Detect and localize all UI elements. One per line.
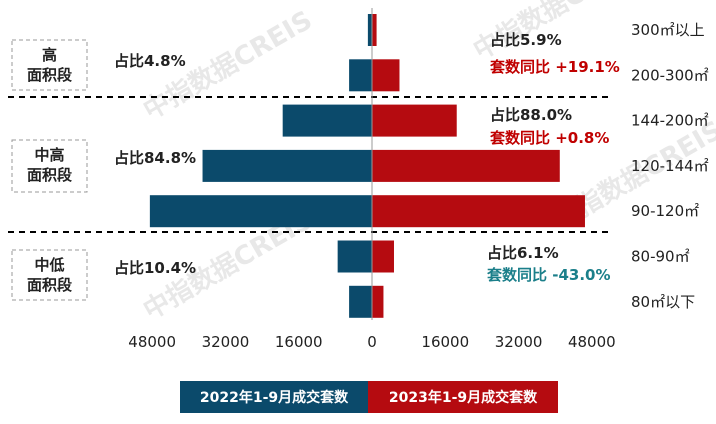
bar-2023: [372, 59, 400, 92]
legend-label-2023: 2023年1-9月成交套数: [389, 389, 538, 406]
x-tick-label: 48000: [128, 333, 176, 351]
bar-2023: [372, 285, 384, 318]
bar-2023: [372, 104, 457, 137]
bar-2022: [282, 104, 372, 137]
category-label: 90-120㎡: [631, 202, 699, 220]
legend-swatch-2023: [368, 381, 558, 413]
bar-2023: [372, 240, 394, 273]
bar-2022: [202, 149, 372, 182]
legend-label-2022: 2022年1-9月成交套数: [200, 389, 349, 406]
bar-2023: [372, 14, 377, 46]
segment-label: 面积段: [27, 276, 72, 294]
category-labels: 300㎡以上 200-300㎡ 144-200㎡ 120-144㎡ 90-120㎡ 80-…: [631, 21, 709, 311]
segment-box: [11, 139, 88, 193]
x-tick-label: 0: [367, 333, 377, 351]
category-label: 300㎡以上: [631, 21, 705, 39]
right-share-label: 占比6.1%: [487, 244, 559, 262]
segment-label: 中高: [34, 146, 64, 164]
legend-swatch-2022: [180, 381, 368, 413]
x-tick-label: 16000: [421, 333, 469, 351]
bar-2022: [367, 14, 372, 46]
left-share-label: 占比84.8%: [114, 149, 196, 167]
bar-2022: [149, 195, 372, 228]
yoy-label: 套数同比 +0.8%: [489, 129, 609, 147]
right-share-label: 占比88.0%: [490, 106, 572, 124]
category-label: 80-90㎡: [631, 248, 690, 266]
group-separators: [8, 96, 610, 233]
yoy-label: 套数同比 -43.0%: [486, 266, 611, 284]
category-label: 200-300㎡: [631, 66, 709, 84]
bar-2022: [349, 59, 372, 92]
category-label: 120-144㎡: [631, 157, 709, 175]
bar-2022: [337, 240, 372, 273]
bar-2023: [372, 149, 560, 182]
legend: 2022年1-9月成交套数 2023年1-9月成交套数: [180, 381, 558, 413]
x-tick-labels: 48000 32000 16000 0 16000 32000 48000: [128, 333, 615, 351]
yoy-label: 套数同比 +19.1%: [489, 58, 620, 76]
category-label: 80㎡以下: [631, 293, 695, 311]
bar-2022: [349, 285, 372, 318]
segment-label: 高: [42, 46, 57, 64]
left-share-label: 占比10.4%: [114, 259, 196, 277]
bar-2023: [372, 195, 585, 228]
segment-label: 中低: [34, 256, 64, 274]
segment-box: [11, 39, 88, 91]
x-tick-label: 16000: [275, 333, 323, 351]
category-label: 144-200㎡: [631, 112, 709, 130]
x-tick-label: 32000: [202, 333, 250, 351]
left-share-label: 占比4.8%: [114, 52, 186, 70]
right-share-label: 占比5.9%: [490, 31, 562, 49]
x-tick-label: 48000: [568, 333, 616, 351]
segment-box: [11, 249, 88, 301]
bars-layer: [149, 14, 585, 318]
segment-label: 面积段: [27, 66, 72, 84]
segment-label: 面积段: [27, 166, 72, 184]
x-tick-label: 32000: [495, 333, 543, 351]
